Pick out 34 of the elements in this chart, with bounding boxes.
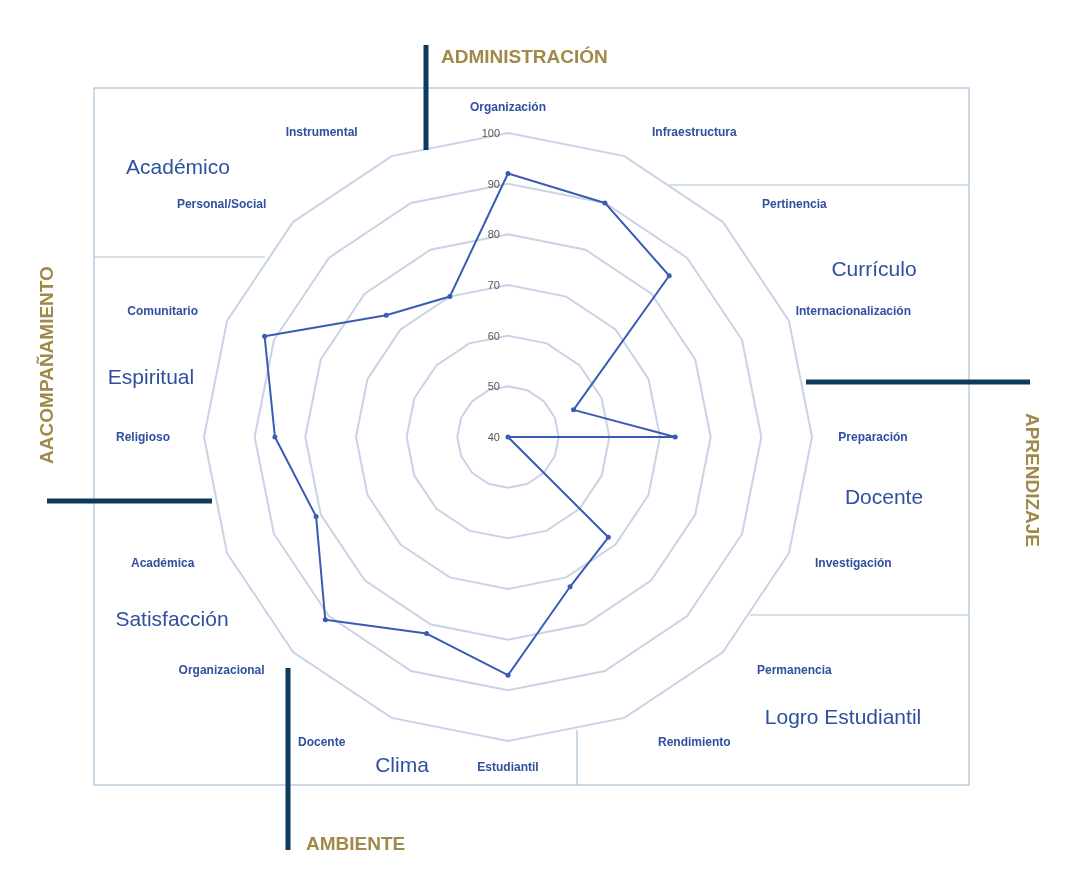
spoke-label: Infraestructura (651, 125, 737, 140)
spoke-label: Preparación (838, 430, 908, 444)
text: APRENDIZAJE (1022, 412, 1043, 548)
spoke-label: Académica (130, 556, 195, 571)
text: Satisfacción (115, 607, 229, 630)
text: Espiritual (107, 365, 195, 388)
spoke-label: Comunitario (127, 303, 199, 318)
y-tick-label: 70 (487, 279, 500, 291)
y-tick-label: 50 (487, 380, 500, 393)
spoke-label: Investigación (814, 556, 892, 571)
spoke-label: Estudiantil (477, 760, 539, 774)
text: Clima (375, 753, 430, 776)
spoke-label: Personal/Social (176, 196, 267, 211)
y-tick-label: 90 (487, 177, 500, 190)
text: Docente (844, 485, 924, 508)
text: Académico (126, 155, 230, 178)
text: AMBIENTE (306, 833, 406, 854)
text: AACOMPAÑAMIENTO (36, 266, 57, 464)
spoke-label: Internacionalización (795, 303, 911, 318)
text: Currículo (831, 257, 917, 280)
spoke-label: Instrumental (285, 125, 358, 140)
text: Logro Estudiantil (764, 705, 922, 728)
text: ADMINISTRACIÓN (441, 46, 608, 67)
y-tick-label: 100 (481, 127, 500, 139)
y-tick-label: 60 (487, 329, 500, 342)
y-tick-label: 80 (487, 228, 500, 241)
spoke-label: Permanencia (757, 663, 833, 678)
spoke-label: Pertinencia (762, 196, 828, 211)
spoke-label: Organización (469, 100, 547, 114)
spoke-label: Religioso (115, 430, 171, 444)
spoke-label: Rendimiento (657, 734, 731, 749)
spoke-label: Organizacional (178, 663, 265, 678)
spoke-label: Docente (298, 734, 346, 749)
y-tick-label: 40 (487, 431, 500, 443)
